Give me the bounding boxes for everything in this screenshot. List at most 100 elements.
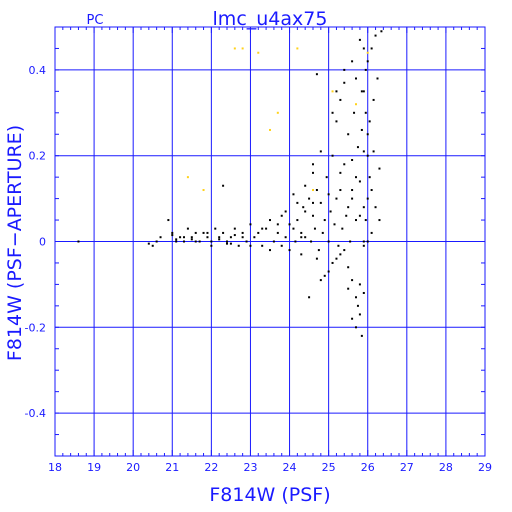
- x-tick-label: 20: [126, 461, 140, 474]
- data-point: [343, 68, 346, 71]
- data-point: [315, 73, 318, 76]
- data-point: [347, 287, 350, 290]
- data-point: [355, 326, 357, 329]
- data-point: [284, 210, 287, 213]
- data-point: [323, 219, 326, 222]
- data-point: [310, 240, 313, 243]
- x-tick-label: 28: [439, 461, 453, 474]
- data-point: [358, 180, 361, 183]
- data-point: [315, 189, 318, 192]
- data-point: [364, 68, 367, 71]
- highlight-point: [241, 47, 244, 50]
- data-point: [327, 193, 330, 196]
- highlight-point: [269, 128, 271, 131]
- data-point: [280, 214, 283, 217]
- data-point: [374, 206, 377, 209]
- x-tick-label: 24: [283, 461, 297, 474]
- data-point: [351, 158, 354, 161]
- data-point: [355, 176, 357, 179]
- data-point: [249, 244, 252, 247]
- data-point: [194, 240, 197, 243]
- data-point: [147, 242, 150, 245]
- data-point: [327, 270, 330, 273]
- highlight-point: [355, 103, 357, 106]
- data-point: [315, 257, 318, 260]
- x-tick-label: 29: [478, 461, 492, 474]
- data-point: [376, 77, 379, 80]
- y-tick-label: -0.4: [25, 407, 46, 420]
- data-point: [302, 206, 305, 209]
- data-point: [284, 236, 287, 239]
- data-point: [308, 197, 311, 200]
- data-point: [218, 238, 221, 241]
- data-point: [155, 240, 158, 243]
- data-point: [366, 60, 369, 63]
- x-tick-label: 23: [243, 461, 257, 474]
- data-point: [233, 234, 236, 237]
- data-point: [362, 47, 365, 50]
- highlight-point: [366, 51, 369, 54]
- data-point: [368, 120, 371, 123]
- data-point: [312, 214, 314, 217]
- data-point: [319, 279, 322, 282]
- highlight-point: [202, 189, 205, 192]
- data-point: [288, 223, 291, 226]
- x-tick-label: 19: [87, 461, 101, 474]
- data-point: [237, 244, 240, 247]
- data-point: [372, 98, 375, 101]
- data-point: [269, 219, 271, 222]
- data-point: [296, 201, 299, 204]
- data-point: [368, 176, 371, 179]
- data-point: [370, 47, 373, 50]
- data-point: [347, 206, 350, 209]
- data-point: [210, 240, 213, 243]
- x-tick-label: 21: [165, 461, 179, 474]
- x-tick-label: 25: [322, 461, 336, 474]
- data-point: [339, 171, 342, 174]
- data-point: [335, 120, 338, 123]
- data-point: [294, 240, 297, 243]
- data-point: [380, 30, 383, 33]
- data-point: [257, 231, 260, 234]
- data-point: [202, 231, 205, 234]
- data-point: [353, 111, 356, 114]
- data-point: [331, 261, 334, 264]
- data-point: [229, 242, 232, 245]
- data-point: [308, 296, 311, 299]
- y-tick-label: 0: [39, 236, 46, 249]
- y-tick-label: 0.4: [29, 64, 47, 77]
- data-point: [210, 244, 213, 247]
- data-point: [343, 249, 346, 252]
- data-point: [194, 231, 197, 234]
- data-point: [214, 227, 217, 230]
- y-axis-label: F814W (PSF−APERTURE): [4, 125, 26, 361]
- x-tick-label: 18: [48, 461, 62, 474]
- highlight-point: [276, 111, 279, 114]
- data-point: [319, 150, 322, 153]
- data-point: [323, 274, 326, 277]
- data-point: [366, 197, 369, 200]
- data-point: [229, 236, 232, 239]
- data-point: [179, 236, 182, 239]
- data-point: [349, 240, 352, 243]
- data-point: [331, 154, 334, 157]
- data-point: [175, 240, 178, 243]
- data-point: [183, 240, 185, 243]
- data-point: [319, 201, 322, 204]
- data-point: [364, 219, 367, 222]
- data-point: [362, 90, 365, 93]
- data-point: [313, 227, 316, 230]
- data-point: [378, 167, 381, 170]
- data-point: [300, 231, 303, 234]
- highlight-point: [312, 189, 314, 192]
- data-point: [190, 238, 193, 241]
- data-point: [358, 214, 361, 217]
- data-point: [206, 236, 209, 239]
- data-point: [222, 184, 225, 187]
- data-point: [321, 231, 324, 234]
- y-tick-label: -0.2: [25, 321, 46, 334]
- data-point: [226, 242, 228, 245]
- data-point: [358, 38, 361, 41]
- data-point: [206, 231, 209, 234]
- chart-title: lmc_u4ax75: [213, 8, 328, 30]
